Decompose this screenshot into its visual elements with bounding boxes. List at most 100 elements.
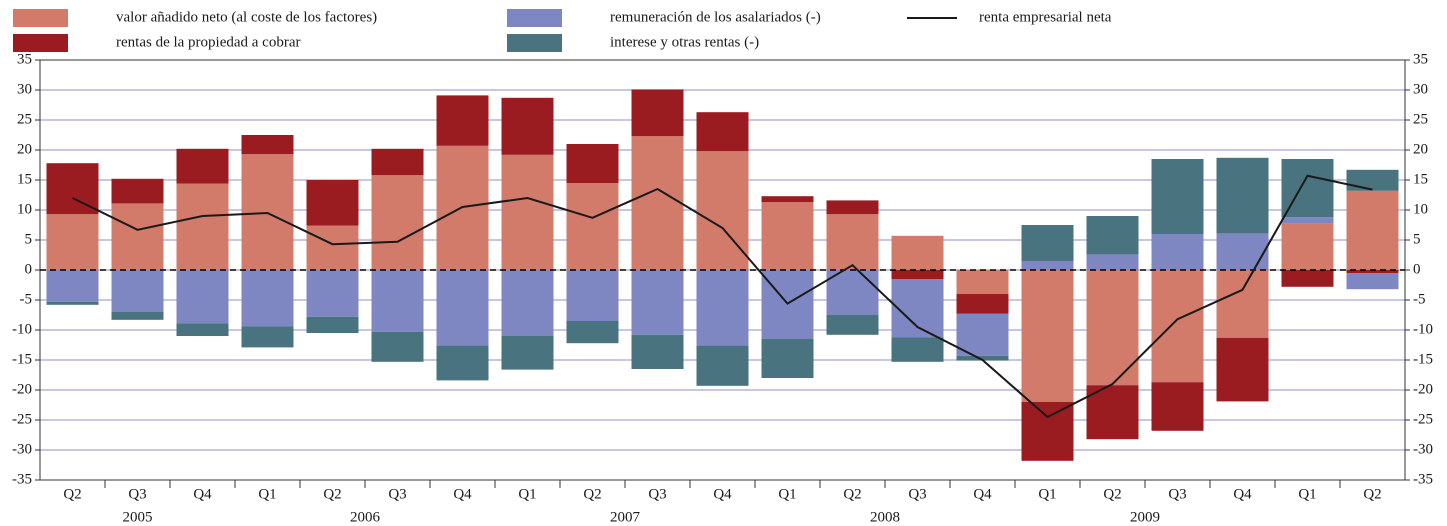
x-tick-label: Q2 bbox=[843, 486, 861, 502]
y-tick-label: 10 bbox=[17, 201, 32, 217]
x-tick-label: Q3 bbox=[128, 486, 146, 502]
y-tick-label: 15 bbox=[17, 171, 32, 187]
bar bbox=[566, 270, 619, 321]
bar bbox=[371, 148, 424, 176]
x-tick-label: Q2 bbox=[63, 486, 81, 502]
y2-tick-label: -30 bbox=[1413, 441, 1433, 457]
bar bbox=[1021, 402, 1074, 461]
bar bbox=[891, 279, 944, 338]
bar bbox=[46, 301, 99, 305]
bar bbox=[436, 270, 489, 346]
bar bbox=[1216, 337, 1269, 402]
bar bbox=[111, 178, 164, 204]
bar bbox=[696, 270, 749, 346]
bar bbox=[1021, 261, 1074, 270]
legend-label: valor añadido neto (al coste de los fact… bbox=[116, 9, 377, 25]
bar bbox=[46, 270, 99, 302]
x-tick-label: Q3 bbox=[648, 486, 666, 502]
legend-label: interese y otras rentas (-) bbox=[610, 34, 759, 50]
y2-tick-label: -20 bbox=[1413, 381, 1433, 397]
y-tick-label: -15 bbox=[12, 351, 32, 367]
bar bbox=[826, 214, 879, 270]
x-tick-label: Q3 bbox=[908, 486, 926, 502]
x-tick-label: Q2 bbox=[1103, 486, 1121, 502]
y-tick-label: -25 bbox=[12, 411, 32, 427]
bar bbox=[1346, 190, 1399, 270]
y-tick-label: 0 bbox=[25, 261, 33, 277]
bar bbox=[566, 183, 619, 270]
bar bbox=[696, 112, 749, 152]
bar bbox=[631, 136, 684, 270]
bar bbox=[1281, 223, 1334, 270]
legend-swatch bbox=[13, 34, 68, 52]
bar bbox=[631, 270, 684, 335]
y-tick-label: -30 bbox=[12, 441, 32, 457]
bar bbox=[176, 323, 229, 336]
bar bbox=[891, 270, 944, 279]
year-label: 2007 bbox=[610, 509, 641, 525]
bar bbox=[501, 270, 554, 336]
legend-swatch bbox=[507, 34, 562, 52]
bar bbox=[501, 97, 554, 155]
x-tick-label: Q2 bbox=[1363, 486, 1381, 502]
bar bbox=[306, 225, 359, 270]
y-tick-label: 25 bbox=[17, 111, 32, 127]
year-label: 2009 bbox=[1130, 509, 1160, 525]
x-tick-label: Q1 bbox=[1038, 486, 1056, 502]
x-tick-label: Q4 bbox=[973, 486, 992, 502]
y2-tick-label: 10 bbox=[1413, 201, 1428, 217]
x-tick-label: Q3 bbox=[388, 486, 406, 502]
bar bbox=[1346, 273, 1399, 290]
bar bbox=[1151, 234, 1204, 270]
bar bbox=[826, 315, 879, 335]
y-tick-label: -35 bbox=[12, 471, 32, 487]
y-tick-label: 20 bbox=[17, 141, 32, 157]
bar bbox=[46, 214, 99, 270]
bar bbox=[956, 355, 1009, 361]
bar bbox=[1021, 270, 1074, 402]
bar bbox=[761, 202, 814, 270]
bar bbox=[1021, 225, 1074, 261]
bar bbox=[1281, 270, 1334, 287]
y2-tick-label: -15 bbox=[1413, 351, 1433, 367]
y-tick-label: 35 bbox=[17, 51, 32, 67]
x-tick-label: Q4 bbox=[713, 486, 732, 502]
bar bbox=[891, 337, 944, 362]
x-tick-label: Q2 bbox=[583, 486, 601, 502]
bar bbox=[111, 203, 164, 270]
bar bbox=[371, 270, 424, 332]
x-tick-label: Q4 bbox=[193, 486, 212, 502]
bar bbox=[696, 151, 749, 270]
y2-tick-label: 30 bbox=[1413, 81, 1428, 97]
x-tick-label: Q3 bbox=[1168, 486, 1186, 502]
bar bbox=[176, 183, 229, 270]
y2-tick-label: 0 bbox=[1413, 261, 1421, 277]
x-tick-label: Q2 bbox=[323, 486, 341, 502]
bar bbox=[436, 95, 489, 146]
bar bbox=[241, 135, 294, 155]
legend-label: remuneración de los asalariados (-) bbox=[610, 9, 821, 25]
bar bbox=[1216, 270, 1269, 338]
y2-tick-label: 15 bbox=[1413, 171, 1428, 187]
bar bbox=[176, 148, 229, 184]
x-tick-label: Q1 bbox=[778, 486, 796, 502]
bar bbox=[566, 144, 619, 183]
bar bbox=[176, 270, 229, 324]
bar bbox=[826, 270, 879, 315]
bar bbox=[371, 331, 424, 362]
bar bbox=[761, 339, 814, 378]
bar bbox=[1086, 254, 1139, 270]
bar bbox=[1151, 382, 1204, 431]
year-label: 2005 bbox=[123, 509, 153, 525]
y2-tick-label: -10 bbox=[1413, 321, 1433, 337]
x-tick-label: Q1 bbox=[1298, 486, 1316, 502]
bar bbox=[1216, 233, 1269, 270]
bar bbox=[1151, 270, 1204, 383]
bar bbox=[306, 270, 359, 317]
bar bbox=[891, 235, 944, 270]
x-tick-label: Q4 bbox=[1233, 486, 1252, 502]
y-tick-label: -20 bbox=[12, 381, 32, 397]
bar bbox=[1216, 157, 1269, 234]
bar bbox=[1086, 385, 1139, 440]
